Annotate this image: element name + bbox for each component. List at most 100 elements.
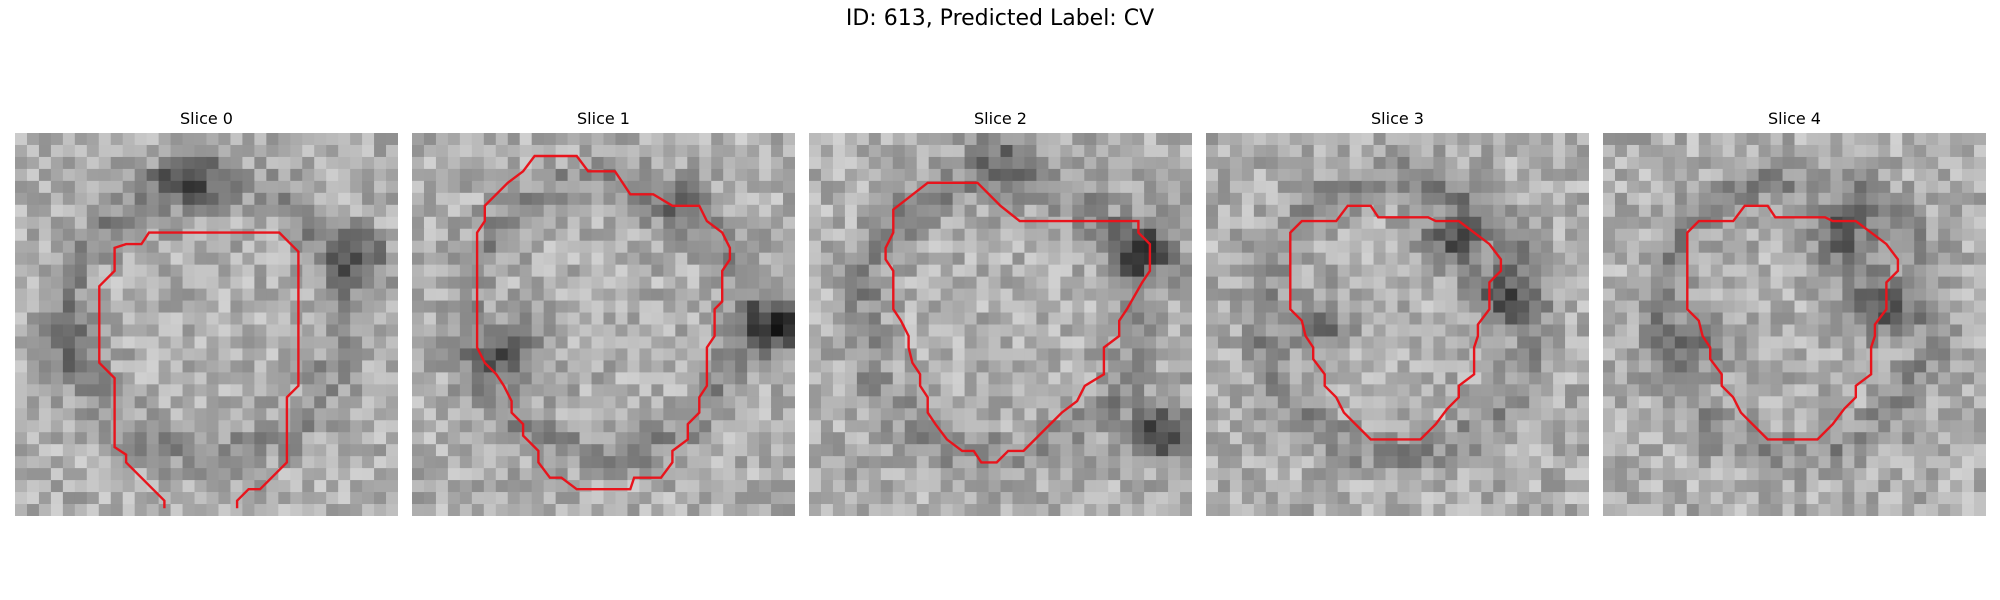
image-pixel: [74, 384, 88, 397]
image-pixel: [1662, 432, 1676, 445]
image-pixel: [158, 204, 172, 218]
image-pixel: [1313, 432, 1327, 445]
image-pixel: [74, 300, 88, 314]
image-pixel: [423, 168, 437, 182]
image-pixel: [242, 144, 255, 158]
image-pixel: [1577, 444, 1589, 457]
image-pixel: [1469, 492, 1482, 505]
image-pixel: [868, 168, 882, 182]
image-pixel: [820, 504, 834, 516]
image-pixel: [1277, 504, 1291, 516]
image-pixel: [1710, 228, 1724, 242]
image-pixel: [1950, 420, 1963, 433]
image-pixel: [1000, 348, 1014, 362]
image-pixel: [50, 204, 64, 218]
image-pixel: [459, 228, 473, 242]
image-pixel: [675, 288, 688, 302]
image-pixel: [1782, 144, 1796, 158]
image-pixel: [194, 396, 208, 409]
image-pixel: [447, 504, 461, 516]
image-pixel: [15, 348, 28, 362]
image-pixel: [1421, 480, 1435, 493]
image-pixel: [278, 300, 291, 314]
image-pixel: [1397, 360, 1411, 373]
image-pixel: [459, 252, 473, 266]
image-pixel: [940, 420, 954, 433]
image-pixel: [1337, 372, 1351, 385]
image-pixel: [26, 360, 40, 373]
image-pixel: [687, 480, 700, 493]
image-pixel: [904, 204, 918, 218]
image-pixel: [206, 408, 220, 421]
image-pixel: [1217, 492, 1231, 505]
image-pixel: [206, 180, 220, 194]
image-pixel: [663, 276, 676, 290]
image-pixel: [122, 240, 136, 254]
image-pixel: [1072, 396, 1085, 409]
image-pixel: [459, 300, 473, 314]
image-pixel: [976, 192, 990, 206]
image-pixel: [206, 312, 220, 326]
image-pixel: [134, 133, 148, 146]
image-pixel: [1277, 144, 1291, 158]
image-pixel: [1409, 444, 1423, 457]
image-pixel: [976, 276, 990, 290]
image-pixel: [1698, 252, 1712, 266]
image-pixel: [386, 444, 398, 457]
image-pixel: [832, 216, 846, 230]
image-pixel: [723, 420, 736, 433]
image-pixel: [15, 468, 28, 481]
image-pixel: [98, 396, 112, 409]
image-pixel: [663, 504, 676, 516]
image-pixel: [1132, 312, 1145, 326]
image-pixel: [639, 360, 652, 373]
image-pixel: [1878, 432, 1891, 445]
image-pixel: [170, 133, 184, 146]
image-pixel: [940, 252, 954, 266]
image-pixel: [122, 384, 136, 397]
image-pixel: [1626, 264, 1640, 278]
image-pixel: [1794, 360, 1808, 373]
image-pixel: [856, 216, 870, 230]
image-pixel: [1301, 300, 1315, 314]
image-pixel: [531, 133, 545, 146]
image-pixel: [386, 133, 398, 146]
image-pixel: [663, 324, 676, 338]
image-pixel: [1529, 396, 1542, 409]
image-pixel: [1241, 432, 1255, 445]
image-pixel: [1012, 432, 1026, 445]
image-pixel: [495, 252, 509, 266]
image-pixel: [459, 348, 473, 362]
image-pixel: [639, 252, 652, 266]
image-pixel: [74, 324, 88, 338]
image-pixel: [771, 144, 784, 158]
image-pixel: [86, 396, 100, 409]
image-pixel: [1096, 348, 1109, 362]
image-pixel: [832, 240, 846, 254]
image-pixel: [735, 420, 748, 433]
image-pixel: [338, 288, 351, 302]
image-pixel: [1253, 444, 1267, 457]
image-pixel: [1842, 408, 1855, 421]
image-pixel: [435, 372, 449, 385]
image-pixel: [507, 264, 521, 278]
image-pixel: [1048, 432, 1061, 445]
image-pixel: [1830, 456, 1843, 469]
image-pixel: [230, 336, 244, 350]
image-pixel: [783, 204, 795, 218]
image-pixel: [1337, 300, 1351, 314]
image-pixel: [1156, 432, 1169, 445]
image-pixel: [519, 133, 533, 146]
image-pixel: [386, 312, 398, 326]
image-pixel: [1168, 408, 1181, 421]
image-pixel: [1902, 408, 1915, 421]
image-pixel: [1229, 396, 1243, 409]
image-pixel: [134, 156, 148, 170]
image-pixel: [1229, 432, 1243, 445]
image-pixel: [651, 504, 664, 516]
image-pixel: [50, 480, 64, 493]
image-pixel: [675, 264, 688, 278]
image-pixel: [1481, 504, 1494, 516]
image-pixel: [1012, 252, 1026, 266]
image-pixel: [988, 240, 1002, 254]
